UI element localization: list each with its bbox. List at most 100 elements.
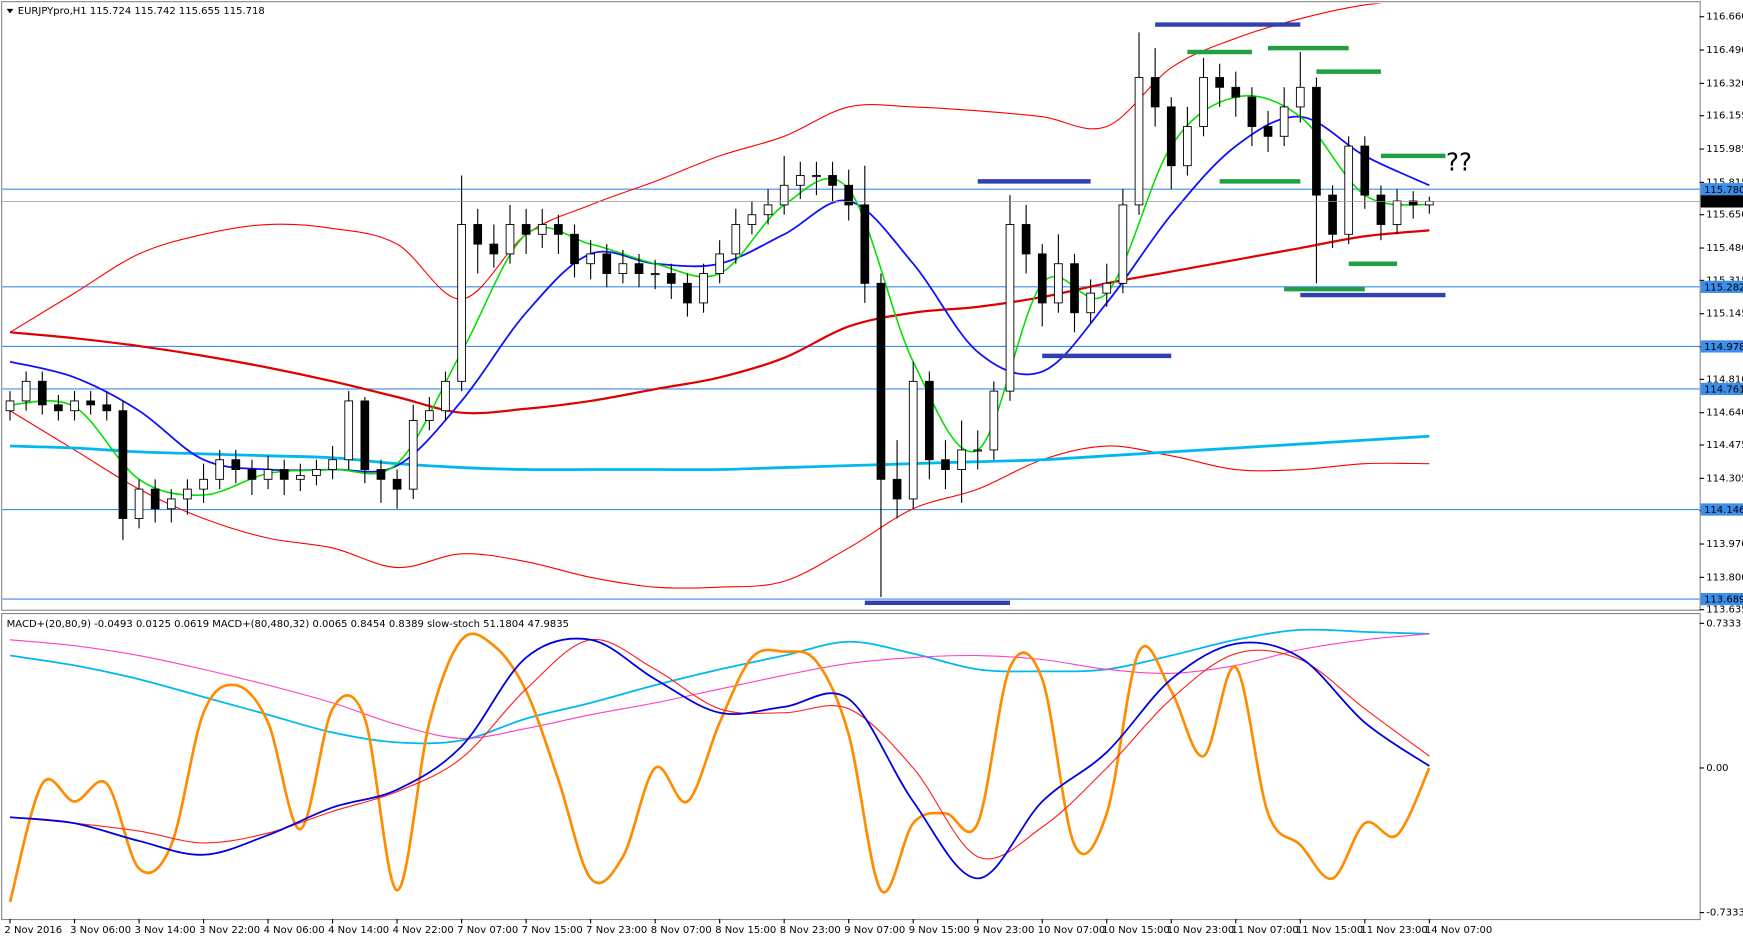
x-tick-label: 8 Nov 07:00 [651,925,712,936]
candle-body [199,478,208,490]
candle-body [521,224,531,235]
candle-body [795,175,805,186]
indicator-line [9,434,1430,472]
x-tick-label: 11 Nov 23:00 [1360,925,1427,936]
candle-body [1344,145,1354,235]
candle-body [1070,263,1079,314]
candle-body [1312,86,1321,196]
candle-body [1360,145,1370,196]
candle-body [683,282,692,304]
y-tick-label: 116.490 [1706,45,1743,56]
candle-body [1376,194,1386,225]
candle-body [328,459,337,470]
candle-body [570,233,579,265]
candle-body [666,273,676,284]
price-panel-frame [1,1,1701,611]
y-tick-label: 113.635 [1706,605,1743,616]
candle-body [441,380,450,412]
candle-body [457,224,466,382]
candle-body [1166,106,1176,167]
x-tick-label: 3 Nov 22:00 [199,925,260,936]
y-tick-label: 116.660 [1706,12,1743,23]
x-tick-label: 9 Nov 07:00 [844,925,905,936]
level-label-box [1700,382,1743,396]
candle-body [279,469,289,480]
candle-body [54,404,63,412]
last-price-box [1700,195,1743,208]
candle-body [408,420,418,490]
candle-body [1424,200,1434,206]
candle-body [650,273,660,276]
level-label: 115.282 [1704,282,1743,293]
indicator-line [9,628,1430,745]
candle-body [295,474,305,480]
candle-body [183,488,192,500]
annotation: ?? [1446,148,1472,177]
candle-body [554,224,563,235]
candle-body [1134,77,1144,206]
candle-body [1037,253,1047,304]
y-tick-label: 114.810 [1706,374,1743,385]
candle-body [731,224,741,255]
candle-body [37,380,47,406]
candle-body [150,488,160,510]
candle-body [392,478,402,490]
candle-body [1183,126,1192,167]
candle-body [166,498,176,510]
candle-body [1102,282,1112,294]
candle-body [1408,200,1418,206]
candle-body [473,224,483,245]
level-label: 114.146 [1704,505,1743,516]
candle-body [602,253,612,274]
candle-body [537,224,547,235]
candle-body [1005,224,1015,392]
candle-body [425,410,434,421]
x-tick-label: 10 Nov 07:00 [1038,925,1105,936]
candle-body [118,410,128,519]
level-label-box [1700,280,1743,293]
candle-body [376,469,386,480]
y-tick-label: 115.985 [1706,144,1743,155]
x-tick-label: 11 Nov 07:00 [1231,925,1298,936]
y-tick-label: 116.155 [1706,111,1743,122]
price-title: EURJPYpro,H1 115.724 115.742 115.655 115… [18,6,265,17]
candle-body [860,204,870,284]
candle-body [715,253,725,274]
candle-body [1054,263,1063,304]
candle-body [1021,224,1031,255]
candle-body [1150,77,1160,108]
candle-body [876,282,886,480]
x-tick-label: 9 Nov 15:00 [909,925,970,936]
x-tick-label: 10 Nov 15:00 [1102,925,1169,936]
candle-body [763,204,773,216]
y-tick-label: 114.305 [1706,473,1743,484]
y-tick-label: 114.640 [1706,408,1743,419]
x-tick-label: 7 Nov 15:00 [522,925,583,936]
x-tick-label: 11 Nov 15:00 [1296,925,1363,936]
candle-body [231,459,241,470]
candle-body [618,263,628,274]
indicator-panel-frame [1,613,1701,921]
x-tick-label: 4 Nov 22:00 [393,925,454,936]
candle-body [1231,86,1241,98]
x-tick-label: 7 Nov 07:00 [457,925,518,936]
y-tick-label: 116.320 [1706,78,1743,89]
candle-body [586,253,595,265]
y-tick-label: 115.480 [1706,243,1743,254]
indicator-line [8,632,1431,903]
x-tick-label: 8 Nov 15:00 [715,925,776,936]
y-tick-label: 113.800 [1706,572,1743,583]
y-tick-label: 115.650 [1706,210,1743,221]
y-tick-label: -0.7333 [1706,908,1743,919]
candle-body [941,459,950,470]
candle-body [844,184,854,206]
x-tick-label: 2 Nov 2016 [4,925,62,936]
candle-body [957,449,966,470]
candle-body [247,469,257,480]
candle-body [505,224,515,255]
y-tick-label: 115.145 [1706,309,1743,320]
x-tick-label: 9 Nov 23:00 [973,925,1034,936]
level-label-box [1700,340,1743,353]
candle-body [1263,126,1273,137]
candle-body [634,263,644,274]
